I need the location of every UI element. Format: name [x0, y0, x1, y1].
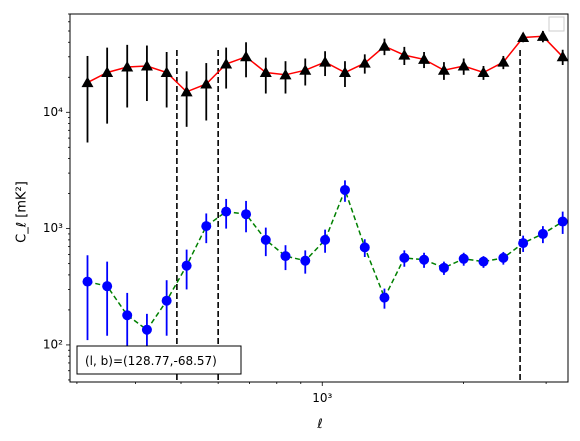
- series-0-point: [477, 66, 490, 77]
- series-1-point: [221, 206, 232, 217]
- y-tick-label: 10²: [43, 337, 63, 351]
- series-0-point: [240, 50, 253, 62]
- series-0-point: [140, 60, 153, 71]
- series-0-point: [121, 61, 134, 72]
- series-0-point: [497, 56, 510, 67]
- series-0-point: [81, 76, 94, 88]
- series-0-point: [220, 58, 233, 69]
- y-tick-label: 10⁴: [43, 105, 63, 119]
- series-1-point: [102, 281, 113, 292]
- series-1-point: [181, 260, 192, 271]
- series-1-point: [161, 295, 172, 306]
- series-1-point: [141, 324, 152, 335]
- annotation-text: (l, b)=(128.77,-68.57): [85, 354, 217, 368]
- series-0-point: [358, 57, 371, 68]
- series-1-point: [260, 234, 271, 245]
- series-0-point: [378, 40, 391, 51]
- series-1-point: [419, 254, 430, 265]
- series-1-point: [122, 310, 133, 321]
- y-tick-label: 10³: [43, 221, 63, 235]
- series-0-point: [398, 49, 411, 60]
- plot-frame: [69, 13, 569, 383]
- series-0-point: [556, 50, 569, 62]
- annotation-box: (l, b)=(128.77,-68.57): [76, 345, 242, 375]
- series-1-point: [82, 276, 93, 287]
- series-0-point: [259, 66, 272, 77]
- series-0-point: [517, 31, 530, 42]
- x-tick-label: 10³: [312, 391, 332, 405]
- y-axis-label-group: C_ℓ [mK²]: [15, 181, 30, 243]
- series-0-point: [418, 53, 431, 64]
- series-0-point: [101, 66, 114, 77]
- series-1-point: [557, 216, 568, 227]
- series-0-point: [437, 64, 450, 75]
- series-1-line: [87, 187, 564, 331]
- series-1-point: [399, 252, 410, 263]
- series-1-point: [320, 234, 331, 245]
- series-1-point: [359, 242, 370, 253]
- series-1-point: [300, 255, 311, 266]
- series-0-point: [536, 30, 549, 41]
- series-1-point: [241, 209, 252, 220]
- series-0-point: [338, 66, 351, 77]
- series-1-point: [518, 238, 529, 249]
- series-0-point: [319, 56, 332, 67]
- series-1-point: [458, 253, 469, 264]
- series-1-point: [280, 251, 291, 262]
- series-0-point: [457, 60, 470, 71]
- plot-area: 10² 10³ 10⁴ 10³: [43, 13, 569, 405]
- series-0-point: [279, 68, 292, 80]
- series-0-point: [200, 78, 213, 89]
- y-axis-label: C_ℓ [mK²]: [15, 181, 30, 243]
- series-1-point: [478, 256, 489, 267]
- series-1-point: [339, 184, 350, 195]
- x-axis-label: ℓ: [316, 417, 322, 432]
- legend-box: [548, 16, 565, 32]
- series-1-point: [379, 292, 390, 303]
- series-0-point: [160, 66, 173, 77]
- series-1-point: [438, 262, 449, 273]
- series-1-point: [498, 252, 509, 263]
- series-0-point: [180, 85, 193, 97]
- series-1-point: [537, 228, 548, 239]
- series-1-point: [201, 221, 212, 232]
- series-0-point: [299, 64, 312, 75]
